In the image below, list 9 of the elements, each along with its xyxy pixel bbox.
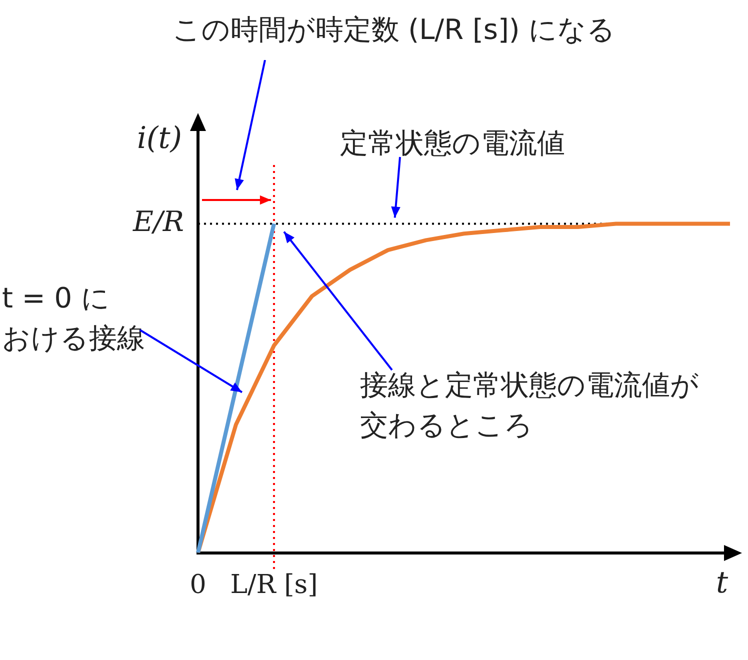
text: t = 0 における接線 <box>2 281 145 354</box>
annotation: 接線と定常状態の電流値が交わるところ <box>360 368 699 442</box>
ref-line-label: E/R <box>132 205 184 238</box>
x-axis-title: t <box>716 566 729 601</box>
y-axis-title: i(t) <box>136 120 182 156</box>
x-tick-label: 0 <box>190 570 206 600</box>
chart-title: この時間が時定数 (L/R [s]) になる <box>171 12 617 48</box>
x-tick-label: L/R [s] <box>230 570 318 600</box>
text: 定常状態の電流値 <box>340 126 565 160</box>
